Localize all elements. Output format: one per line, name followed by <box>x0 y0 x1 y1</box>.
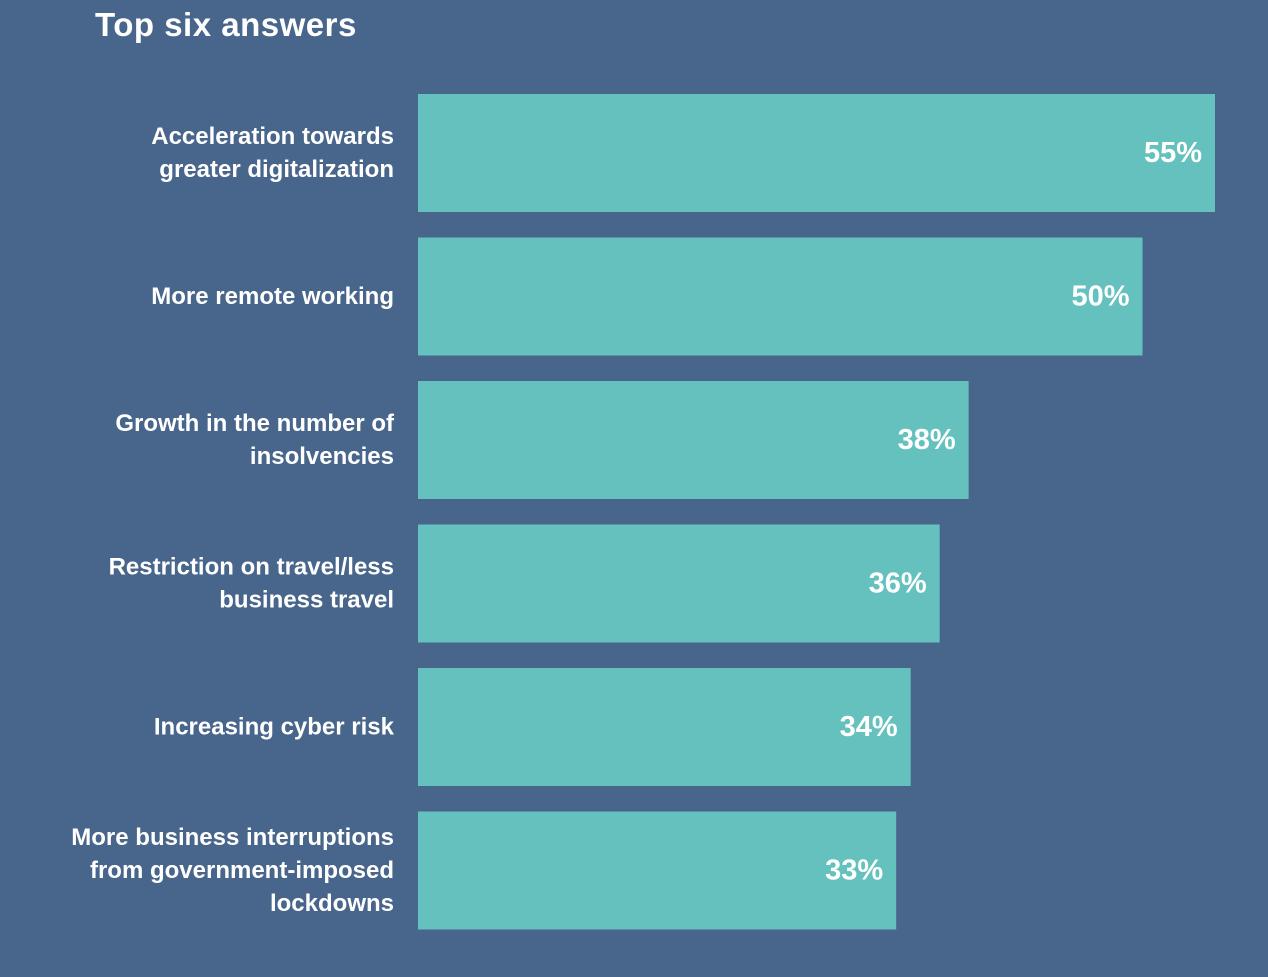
category-label: greater digitalization <box>159 156 394 183</box>
bar-group: 34% Increasing cyber risk <box>154 668 911 786</box>
value-label: 36% <box>869 568 927 600</box>
bar <box>418 668 911 786</box>
value-label: 34% <box>840 711 898 743</box>
value-label: 33% <box>825 855 883 887</box>
bar-group: 55% Acceleration towards greater digitaliz… <box>151 94 1215 212</box>
bar-group: 50% More remote working <box>151 237 1143 356</box>
category-label: More remote working <box>151 283 394 310</box>
value-label: 38% <box>898 424 956 456</box>
bar <box>418 811 897 930</box>
bar-group: 33% More business interruptions from gover… <box>71 811 897 930</box>
chart-title: Top six answers <box>95 6 357 43</box>
bar-group: 38% Growth in the number of insolvencies <box>115 381 969 499</box>
category-label: lockdowns <box>270 890 394 917</box>
bar <box>418 381 969 499</box>
category-label: insolvencies <box>250 443 394 470</box>
category-label: Restriction on travel/less <box>109 554 394 581</box>
category-label: Growth in the number of <box>115 410 395 437</box>
bar-group: 36% Restriction on travel/less business tr… <box>109 524 940 643</box>
category-label: from government-imposed <box>90 857 394 884</box>
category-label: More business interruptions <box>71 824 394 851</box>
category-label: business travel <box>219 587 394 614</box>
category-label: Acceleration towards <box>151 123 394 150</box>
category-label: Increasing cyber risk <box>154 714 395 741</box>
bar <box>418 524 940 643</box>
bar <box>418 94 1215 212</box>
value-label: 55% <box>1144 137 1202 169</box>
bar <box>418 237 1143 356</box>
value-label: 50% <box>1071 281 1129 313</box>
